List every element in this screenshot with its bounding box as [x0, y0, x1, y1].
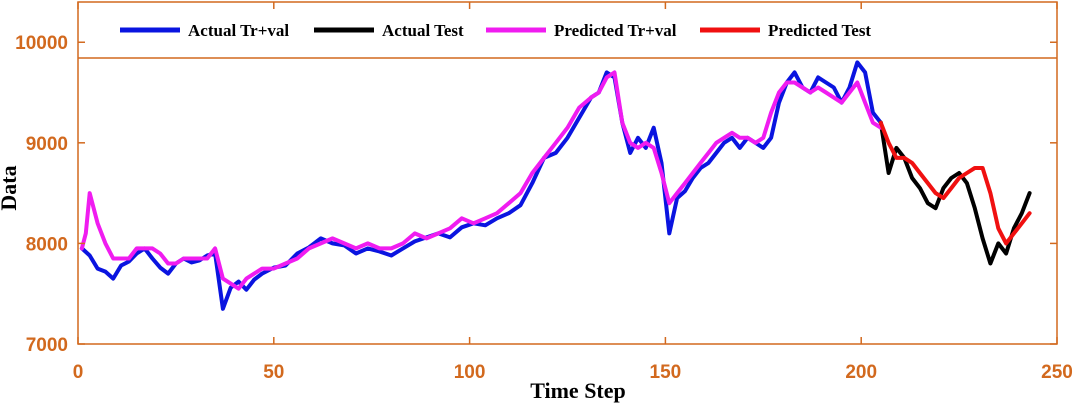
legend-label-predicted-test: Predicted Test [768, 21, 871, 40]
x-tick-label: 50 [263, 362, 284, 383]
x-tick-label: 200 [845, 362, 877, 383]
y-tick-label: 10000 [15, 33, 68, 54]
x-tick-label: 0 [73, 362, 84, 383]
x-tick-label: 100 [454, 362, 486, 383]
x-tick-label: 150 [650, 362, 682, 383]
y-tick-label: 8000 [26, 234, 68, 255]
legend-label-actual-tr-val: Actual Tr+val [188, 21, 289, 40]
x-axis-ticks: 0 50 100 150 200 250 [73, 2, 1073, 383]
legend-label-predicted-tr-val: Predicted Tr+val [554, 21, 677, 40]
x-axis-title: Time Step [530, 378, 626, 403]
series-line-actual-test [878, 120, 1032, 266]
x-tick-label: 250 [1041, 362, 1073, 383]
series-lines [79, 60, 1032, 311]
legend-label-actual-test: Actual Test [382, 21, 464, 40]
plot-frame [77, 1, 1058, 345]
series-line-predicted-tr-val [79, 70, 883, 291]
legend: Actual Tr+val Actual Test Predicted Tr+val… [120, 21, 871, 40]
series-line-predicted-test [878, 120, 1032, 246]
y-tick-label: 7000 [26, 335, 68, 356]
series-line-actual-tr-val [79, 60, 883, 311]
y-axis-ticks: 7000 8000 9000 10000 [15, 33, 1057, 356]
y-tick-label: 9000 [26, 134, 68, 155]
y-axis-title: Data [0, 165, 21, 210]
